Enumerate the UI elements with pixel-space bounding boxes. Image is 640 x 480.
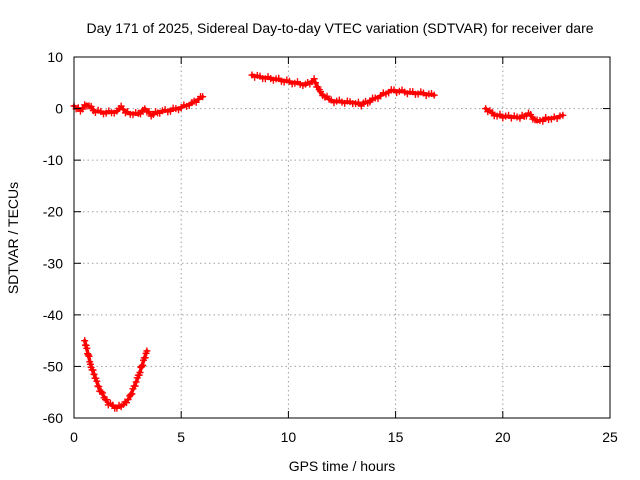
y-tick-label: -20 bbox=[43, 204, 63, 220]
data-point-marker bbox=[86, 360, 94, 368]
data-point-marker bbox=[84, 351, 92, 359]
data-point-marker bbox=[139, 361, 147, 369]
data-point-marker bbox=[143, 347, 151, 355]
data-point-marker bbox=[87, 102, 95, 110]
data-point-marker bbox=[366, 98, 374, 106]
tick-marks bbox=[73, 56, 611, 419]
x-axis-label: GPS time / hours bbox=[289, 458, 396, 474]
x-tick-label: 10 bbox=[281, 429, 297, 445]
y-tick-label: -10 bbox=[43, 152, 63, 168]
data-point-marker bbox=[131, 382, 139, 390]
data-point-marker bbox=[119, 105, 127, 113]
data-point-marker bbox=[128, 390, 136, 398]
data-point-marker bbox=[311, 79, 319, 87]
data-point-marker bbox=[430, 91, 438, 99]
data-point-marker bbox=[123, 399, 131, 407]
data-point-marker bbox=[138, 363, 146, 371]
data-point-marker bbox=[141, 354, 149, 362]
x-tick-label: 5 bbox=[177, 429, 185, 445]
x-tick-label: 20 bbox=[495, 429, 511, 445]
data-series-segment-1 bbox=[70, 93, 207, 120]
y-tick-label: 10 bbox=[47, 49, 63, 65]
data-point-marker bbox=[317, 88, 325, 96]
y-tick-labels: 10 0 -10 -20 -30 -40 -50 -60 bbox=[43, 49, 63, 426]
data-point-marker bbox=[136, 110, 144, 118]
data-series-segment-2 bbox=[81, 337, 151, 412]
x-tick-labels: 0 5 10 15 20 25 bbox=[70, 429, 618, 445]
data-point-marker bbox=[354, 98, 362, 106]
data-point-marker bbox=[97, 388, 105, 396]
data-series-segment-4 bbox=[482, 105, 567, 125]
data-point-marker bbox=[527, 111, 535, 119]
y-tick-label: 0 bbox=[55, 101, 63, 117]
data-markers bbox=[70, 71, 567, 412]
y-axis-label: SDTVAR / TECUs bbox=[5, 182, 21, 294]
data-point-marker bbox=[95, 383, 103, 391]
data-point-marker bbox=[136, 368, 144, 376]
chart-title: Day 171 of 2025, Sidereal Day-to-day VTE… bbox=[86, 20, 593, 36]
data-point-marker bbox=[90, 370, 98, 378]
data-point-marker bbox=[539, 117, 547, 125]
data-point-marker bbox=[85, 352, 93, 360]
data-point-marker bbox=[145, 108, 153, 116]
y-tick-label: -30 bbox=[43, 255, 63, 271]
data-point-marker bbox=[559, 111, 567, 119]
y-tick-label: -40 bbox=[43, 307, 63, 323]
data-point-marker bbox=[496, 110, 504, 118]
x-tick-label: 25 bbox=[602, 429, 618, 445]
y-tick-label: -50 bbox=[43, 358, 63, 374]
data-point-marker bbox=[310, 75, 318, 83]
data-point-marker bbox=[124, 396, 132, 404]
data-point-marker bbox=[89, 366, 97, 374]
data-point-marker bbox=[132, 378, 140, 386]
x-tick-label: 15 bbox=[388, 429, 404, 445]
plot-frame bbox=[73, 56, 611, 419]
data-point-marker bbox=[103, 396, 111, 404]
data-point-marker bbox=[199, 93, 207, 101]
x-tick-label: 0 bbox=[70, 429, 78, 445]
data-point-marker bbox=[81, 337, 89, 345]
y-tick-label: -60 bbox=[43, 410, 63, 426]
data-point-marker bbox=[93, 377, 101, 385]
data-point-marker bbox=[99, 389, 107, 397]
grid-lines bbox=[74, 57, 610, 418]
data-point-marker bbox=[83, 344, 91, 352]
data-point-marker bbox=[127, 391, 135, 399]
data-series-segment-3 bbox=[248, 71, 438, 110]
